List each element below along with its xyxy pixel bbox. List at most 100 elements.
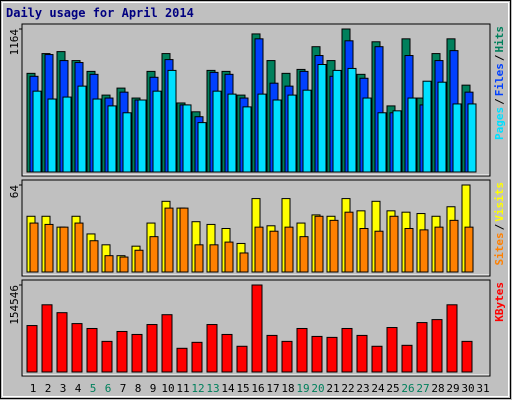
bar <box>416 322 428 373</box>
x-tick-label: 17 <box>266 382 279 395</box>
bar <box>296 327 308 373</box>
x-tick-label: 30 <box>461 382 474 395</box>
bar <box>284 226 294 273</box>
bar <box>242 106 252 173</box>
bar <box>467 103 477 173</box>
bar <box>101 340 113 373</box>
bar <box>137 99 147 173</box>
bar <box>191 341 203 373</box>
bar <box>317 64 327 173</box>
bar <box>422 80 432 173</box>
bar <box>206 324 218 373</box>
bar <box>311 335 323 373</box>
bar <box>119 256 129 273</box>
bar <box>272 99 282 173</box>
bar <box>29 222 39 273</box>
x-tick-label: 23 <box>356 382 369 395</box>
bar <box>134 249 144 273</box>
bar <box>359 228 369 273</box>
bar <box>326 336 338 373</box>
bar <box>299 236 309 273</box>
x-tick-label: 14 <box>221 382 235 395</box>
x-tick-label: 8 <box>135 382 142 395</box>
bar <box>161 314 173 373</box>
bar <box>104 255 114 273</box>
bar <box>431 319 443 373</box>
bar <box>266 334 278 373</box>
bar <box>221 333 233 373</box>
legend: Pages/Files/Hits <box>493 26 506 140</box>
bar <box>389 215 399 273</box>
bar <box>92 98 102 173</box>
bar <box>236 345 248 373</box>
legend-entry: KBytes <box>493 282 506 322</box>
bar <box>56 312 68 373</box>
bar <box>254 226 264 273</box>
legend-separator: / <box>493 223 506 230</box>
x-tick-label: 31 <box>476 382 489 395</box>
bar <box>419 229 429 273</box>
bar <box>332 69 342 173</box>
bar <box>461 340 473 373</box>
bar <box>179 207 189 273</box>
x-tick-label: 11 <box>176 382 189 395</box>
y-tick-label: 154546 <box>8 285 21 325</box>
x-tick-label: 3 <box>60 382 67 395</box>
x-tick-label: 1 <box>30 382 37 395</box>
bar <box>344 211 354 273</box>
bar <box>449 219 459 273</box>
x-tick-label: 21 <box>326 382 339 395</box>
y-tick-label: 64 <box>8 185 21 199</box>
x-tick-label: 4 <box>75 382 82 395</box>
x-tick-label: 10 <box>161 382 174 395</box>
x-tick-label: 24 <box>371 382 385 395</box>
bar <box>341 327 353 373</box>
x-tick-label: 29 <box>446 382 459 395</box>
x-tick-label: 20 <box>311 382 324 395</box>
bar <box>464 226 474 273</box>
bar <box>269 230 279 273</box>
x-tick-label: 7 <box>120 382 127 395</box>
bar <box>149 236 159 273</box>
x-tick-label: 27 <box>416 382 429 395</box>
bar <box>392 110 402 173</box>
bar <box>32 90 42 173</box>
legend-entry: Sites <box>493 232 506 265</box>
bar <box>302 89 312 173</box>
x-tick-label: 2 <box>45 382 52 395</box>
bar <box>347 67 357 173</box>
legend-separator: / <box>493 98 506 105</box>
bar <box>209 244 219 273</box>
bar <box>77 85 87 173</box>
bar <box>71 323 83 373</box>
bar <box>194 244 204 273</box>
y-tick-label: 1164 <box>8 29 21 56</box>
bar <box>239 252 249 273</box>
bar <box>437 81 447 173</box>
x-tick-label: 22 <box>341 382 354 395</box>
bar <box>314 215 324 273</box>
x-tick-label: 18 <box>281 382 294 395</box>
legend-separator: / <box>493 54 506 61</box>
bar <box>329 219 339 273</box>
bar <box>371 345 383 373</box>
bar <box>176 347 188 373</box>
x-tick-label: 16 <box>251 382 264 395</box>
bar <box>44 223 54 273</box>
bar <box>107 105 117 173</box>
bar <box>116 330 128 373</box>
bar <box>434 226 444 273</box>
bar <box>74 222 84 273</box>
x-tick-label: 5 <box>90 382 97 395</box>
bar <box>59 226 69 273</box>
legend-entry: Hits <box>493 26 506 53</box>
bar <box>407 97 417 173</box>
bar <box>404 228 414 273</box>
bar <box>197 122 207 173</box>
bar <box>146 324 158 373</box>
bar <box>281 340 293 373</box>
legend-entry: Visits <box>493 182 506 222</box>
bar <box>122 112 132 173</box>
